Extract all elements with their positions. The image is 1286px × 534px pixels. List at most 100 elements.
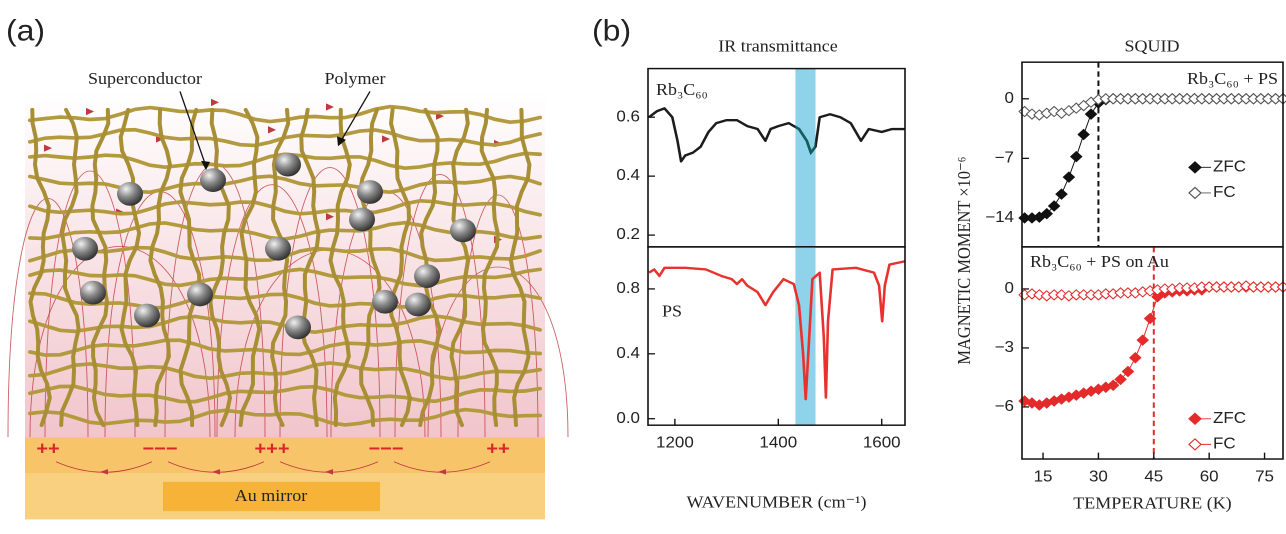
polymer-strand bbox=[28, 338, 542, 357]
chart-title: SQUID bbox=[1125, 37, 1180, 55]
chart: 0.2 0.4 0.6 IR transmittance Rb₃C₆₀ bbox=[616, 37, 906, 248]
chart-title: IR transmittance bbox=[718, 37, 838, 55]
field-arrow bbox=[211, 98, 219, 107]
y-tick-label: 0.6 bbox=[616, 108, 640, 125]
polymer-strand bbox=[388, 107, 412, 428]
y-tick-label: 0 bbox=[1005, 280, 1014, 297]
legend-marker bbox=[1188, 186, 1202, 200]
grain bbox=[80, 280, 106, 305]
data-point bbox=[1114, 373, 1127, 386]
plot-frame bbox=[1021, 61, 1284, 248]
data-point bbox=[1062, 171, 1076, 183]
data-line bbox=[648, 260, 905, 401]
data-point bbox=[1084, 108, 1098, 120]
x-axis-label: TEMPERATURE (K) bbox=[1073, 494, 1231, 512]
grain bbox=[187, 282, 213, 307]
plot-frame bbox=[1021, 246, 1284, 460]
x-tick-label: 30 bbox=[1089, 468, 1108, 485]
grain bbox=[275, 152, 301, 177]
annotation: Rb₃C₆₀ + PS bbox=[1187, 70, 1278, 88]
charge: −−− bbox=[142, 439, 177, 459]
x-tick-label: 15 bbox=[1034, 468, 1053, 485]
y-tick-label: 0 bbox=[1005, 90, 1014, 107]
current-arrow bbox=[325, 469, 333, 475]
panel-label: (a) bbox=[6, 15, 45, 47]
grain bbox=[357, 180, 383, 204]
field-arrow bbox=[268, 126, 276, 134]
charge: +++ bbox=[254, 439, 289, 459]
superconductor-grains bbox=[72, 152, 476, 340]
polymer-strand bbox=[208, 107, 233, 428]
x-tick-label: 45 bbox=[1144, 468, 1163, 485]
grain bbox=[72, 236, 98, 261]
polymer-strand bbox=[328, 107, 352, 428]
y-tick-label: −14 bbox=[985, 209, 1014, 226]
polymer-strand bbox=[358, 107, 382, 428]
data-point bbox=[1129, 352, 1142, 364]
polymer-strand bbox=[59, 107, 81, 428]
gold-film bbox=[25, 437, 545, 474]
polymer-strand bbox=[148, 107, 173, 428]
y-tick-label: −7 bbox=[995, 149, 1014, 166]
polymer-strand bbox=[299, 107, 321, 428]
pointer bbox=[179, 91, 207, 167]
y-tick-label: 0.8 bbox=[616, 280, 640, 297]
y-tick-label: −6 bbox=[995, 398, 1014, 415]
grain bbox=[200, 168, 226, 193]
grain bbox=[285, 315, 311, 340]
polymer-strand bbox=[118, 107, 142, 428]
data-point bbox=[1055, 289, 1068, 301]
mirror-label: Au mirror bbox=[235, 487, 308, 505]
data-point bbox=[1069, 150, 1083, 163]
polymer-strand bbox=[28, 314, 542, 335]
polymer-mesh bbox=[28, 104, 542, 428]
polymer-strand bbox=[479, 107, 500, 428]
polymer-strand bbox=[270, 107, 291, 428]
legend-marker bbox=[1188, 438, 1202, 451]
polymer-label: Polymer bbox=[325, 70, 386, 88]
grain bbox=[117, 181, 143, 206]
charge: ++ bbox=[486, 439, 509, 459]
x-tick-label: 1600 bbox=[863, 434, 901, 451]
grain bbox=[414, 264, 440, 289]
chart: −14 −7 0 SQUID MAGNETIC MOMENT ×10⁻⁶ Rb₃C₆₀ +… bbox=[954, 37, 1286, 365]
field-line bbox=[44, 170, 136, 438]
y-tick-label: 0.4 bbox=[616, 345, 640, 362]
grain bbox=[450, 218, 476, 243]
y-tick-label: 0.4 bbox=[616, 167, 640, 184]
field-arrow bbox=[86, 107, 94, 116]
pointer-head bbox=[337, 136, 346, 147]
pointer-head bbox=[201, 160, 210, 171]
illustration: Au mirror ++ −−− +++ −−− ++ Superconduct… bbox=[7, 70, 569, 520]
panel-label: (b) bbox=[592, 15, 631, 47]
x-tick-label: 1400 bbox=[759, 434, 797, 451]
highlight-band bbox=[795, 68, 816, 247]
data-point bbox=[1121, 365, 1135, 378]
y-tick-label: −3 bbox=[995, 339, 1014, 356]
field-line bbox=[216, 184, 328, 438]
annotation: Rb₃C₆₀ + PS on Au bbox=[1030, 253, 1169, 271]
polymer-strand bbox=[508, 107, 532, 428]
data-point bbox=[1025, 108, 1039, 120]
grain bbox=[134, 303, 160, 328]
x-tick-label: 1200 bbox=[656, 434, 694, 451]
chart: 0.0 0.4 0.8 1200 1400 1600 WAVENUMBER (cm⁻¹) PS bbox=[616, 246, 906, 511]
legend-label: ZFC bbox=[1213, 158, 1246, 175]
chart: −6 −3 0 15 30 45 60 75 TEMPERATURE (K) Rb₃C₆₀ + P… bbox=[995, 246, 1286, 512]
plot-frame bbox=[647, 246, 906, 426]
field-arrow bbox=[326, 213, 334, 221]
data-point bbox=[1276, 281, 1286, 293]
legend-label: FC bbox=[1213, 435, 1236, 452]
current-arrow bbox=[100, 469, 108, 475]
polymer-strand bbox=[449, 107, 470, 428]
x-tick-label: 75 bbox=[1255, 468, 1274, 485]
pointer bbox=[339, 91, 371, 143]
polymer-strand bbox=[178, 107, 202, 428]
data-point bbox=[1077, 128, 1090, 141]
x-axis-label: WAVENUMBER (cm⁻¹) bbox=[687, 493, 867, 511]
data-point bbox=[1276, 93, 1286, 105]
polymer-strand bbox=[90, 107, 111, 428]
legend-marker bbox=[1188, 161, 1202, 174]
data-line bbox=[648, 107, 905, 163]
